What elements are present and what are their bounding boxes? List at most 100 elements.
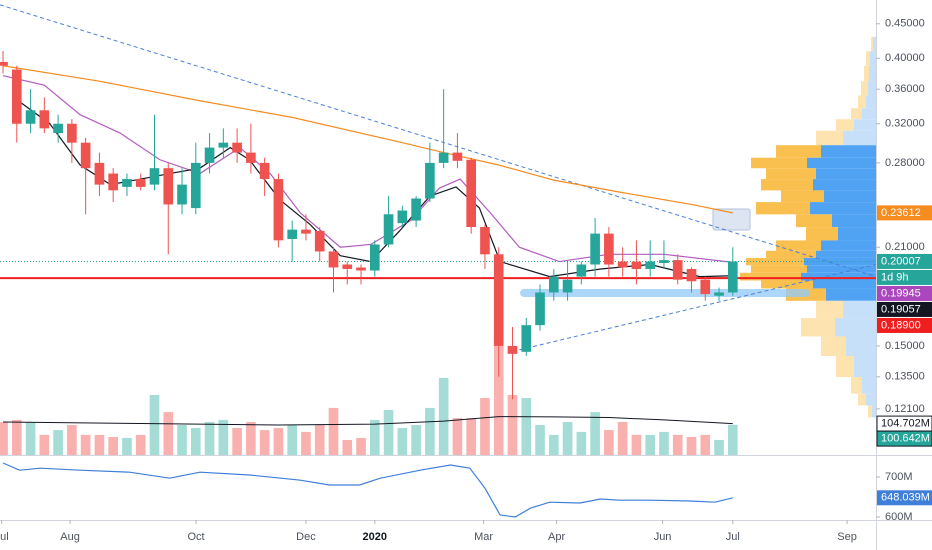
x-tick-label: Jul: [726, 531, 740, 543]
candle-body: [163, 168, 174, 205]
price-label: 0.23612: [881, 207, 921, 219]
candle-body: [108, 173, 119, 191]
volume-bar: [617, 422, 628, 455]
countdown-label: 1d 9h: [881, 271, 909, 283]
countdown-label-box: [877, 269, 932, 285]
y-tick-label: 0.21000: [885, 241, 925, 253]
volume-label: 104.702M: [881, 418, 930, 430]
x-tick-label: 2020: [363, 531, 387, 543]
volume-bar: [80, 434, 91, 455]
candle-body: [259, 162, 270, 180]
profile-layer: [740, 36, 876, 418]
profile-up: [858, 95, 866, 109]
volume-bar: [521, 398, 532, 455]
profile-down: [866, 393, 876, 406]
candle-body: [452, 152, 463, 161]
volume-bar: [149, 395, 160, 455]
profile-down: [807, 265, 876, 273]
profile-up: [751, 157, 807, 169]
candle-body: [342, 264, 353, 269]
candle-body: [94, 162, 105, 185]
x-tick-label: Oct: [188, 531, 205, 543]
volume-bar: [493, 340, 504, 455]
candle-body: [67, 123, 77, 143]
profile-up: [866, 51, 870, 66]
candle-body: [204, 147, 215, 163]
y-tick-label: 0.40000: [885, 52, 925, 64]
candle-body: [590, 233, 600, 265]
annotation-box: [712, 208, 751, 231]
profile-up: [836, 119, 854, 131]
candle-body: [80, 142, 91, 169]
x-tick-label: Aug: [60, 531, 80, 543]
price-label: 0.20007: [881, 255, 921, 267]
profile-up: [861, 81, 868, 96]
profile-up: [751, 265, 807, 273]
volume-bar: [397, 428, 408, 455]
candle-body: [617, 261, 628, 268]
candle-body: [11, 69, 22, 124]
candle-body: [493, 254, 504, 346]
candle-body: [369, 244, 380, 271]
volume-bar: [163, 412, 174, 455]
profile-down: [872, 405, 876, 418]
volume-layer: [0, 340, 738, 455]
volume-bar: [452, 418, 463, 455]
candle-body: [356, 267, 366, 271]
volume-bar: [590, 412, 600, 455]
volume-label-box: [876, 430, 932, 447]
price-label-box: [877, 205, 932, 221]
profile-down: [870, 51, 876, 66]
volume-bar: [246, 422, 256, 455]
y-tick-label: 0.36000: [885, 83, 925, 95]
profile-up: [864, 65, 869, 82]
price-label-box: [877, 301, 932, 317]
candle-body: [301, 229, 311, 234]
x-tick-label: Sep: [837, 531, 857, 543]
profile-up: [801, 318, 835, 337]
candle-body: [535, 292, 545, 326]
volume-bar: [94, 434, 105, 455]
profile-down: [873, 36, 876, 52]
volume-label: 100.642M: [881, 433, 930, 445]
x-tick-label: Dec: [296, 531, 316, 543]
moving-average: [15, 98, 733, 278]
indicator-label-box: [877, 490, 932, 506]
y-tick-label: 0.12100: [885, 403, 925, 415]
candle-body: [425, 162, 435, 199]
candle-body: [25, 110, 36, 124]
volume-bar: [190, 428, 201, 455]
candle-body: [645, 261, 656, 269]
candle-body: [466, 159, 477, 228]
y-tick-label: 0.28000: [885, 157, 925, 169]
candle-body: [232, 142, 242, 153]
trend-line: [519, 264, 876, 351]
volume-bar: [576, 431, 587, 455]
profile-up: [868, 405, 872, 418]
volume-bar: [135, 434, 146, 455]
profile-down: [821, 240, 876, 251]
candle-body: [287, 229, 298, 239]
profile-down: [801, 272, 876, 281]
profile-down: [824, 190, 876, 203]
volume-ma-line: [3, 416, 733, 426]
candle-body: [177, 184, 187, 205]
profile-down: [835, 318, 876, 337]
volume-bar: [0, 422, 8, 455]
profile-up: [776, 145, 821, 158]
price-label: 0.19945: [881, 287, 921, 299]
moving-average: [2, 75, 733, 263]
candle-body: [686, 268, 697, 282]
profile-up: [816, 300, 843, 319]
volume-bar: [480, 398, 490, 455]
profile-down: [843, 300, 876, 319]
volume-bar: [631, 434, 642, 455]
profile-up: [761, 179, 813, 191]
profile-up: [806, 227, 838, 241]
candle-body: [246, 152, 256, 163]
price-label-box: [877, 253, 932, 269]
indicator-label: 648.039M: [881, 492, 930, 504]
profile-down: [869, 65, 876, 82]
volume-bar: [67, 425, 77, 455]
